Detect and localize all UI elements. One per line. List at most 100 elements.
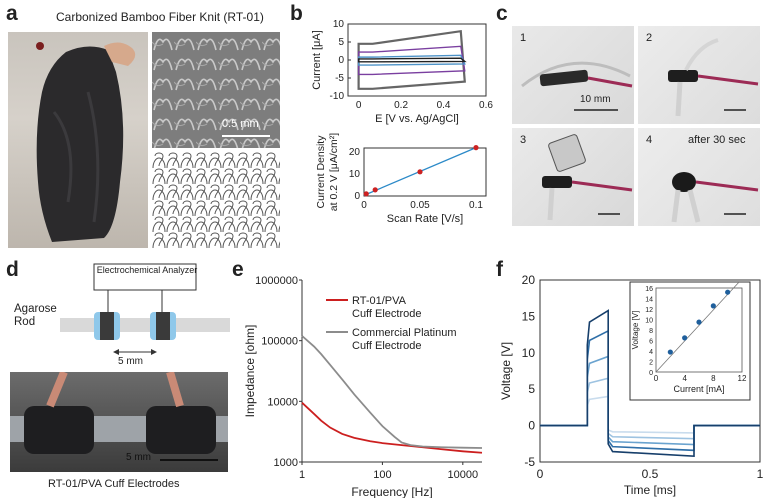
cv-ytick: 0: [338, 55, 344, 66]
imp-ytick: 1000: [274, 457, 298, 469]
scan-plot-frame: [363, 147, 487, 197]
imp-xlabel: Frequency [Hz]: [351, 485, 432, 498]
photo-step-2: 2: [638, 26, 760, 124]
step2-illustration: [668, 38, 759, 117]
inset-xlabel: Current [mA]: [673, 384, 724, 394]
cv-loop-2: [357, 54, 466, 66]
inset-ytick: 12: [645, 307, 653, 314]
volt-xlabel: Time [ms]: [624, 483, 676, 497]
imp-xtick: 100: [373, 469, 391, 481]
panel-d-caption: RT-01/PVA Cuff Electrodes: [48, 478, 180, 490]
inset-point: [696, 319, 702, 325]
step1-scale-label: 10 mm: [580, 94, 611, 105]
scan-ylabel-line1: Current Density: [315, 135, 327, 209]
cuff-photo: 5 mm: [10, 372, 228, 472]
scan-xtick: 0.05: [410, 200, 430, 211]
scan-ytick: 0: [354, 191, 360, 202]
agarose-rod-label: Agarose Rod: [14, 303, 57, 328]
scan-ylabel-line2: at 0.2 V [μA/cm²]: [328, 133, 340, 211]
knit-loops: [152, 152, 280, 248]
scan-xlabel: Scan Rate [V/s]: [387, 213, 463, 225]
imp-legend-label-0: RT-01/PVA: [352, 295, 407, 307]
step3-illustration: [542, 134, 633, 221]
scan-point: [363, 191, 369, 197]
scan-xtick: 0.1: [469, 200, 483, 211]
scan-point: [417, 169, 423, 175]
gap-label: 5 mm: [118, 356, 143, 367]
volt-plot-frame: [539, 279, 761, 463]
inset-ytick: 14: [645, 297, 653, 304]
imp-ytick: 100000: [261, 336, 298, 348]
panel-letter-a: a: [6, 2, 18, 25]
imp-series-line-1: [301, 335, 483, 449]
volt-pulse-0: [540, 395, 760, 434]
imp-legend-label-1: Commercial Platinum: [352, 327, 457, 339]
step1-illustration: [521, 61, 633, 111]
imp-xtick: 10000: [448, 469, 479, 481]
inset-ytick: 2: [649, 360, 653, 367]
panel-letter-f: f: [496, 258, 503, 281]
photo-scale-label: 5 mm: [126, 452, 151, 463]
inset-ytick: 10: [645, 318, 653, 325]
cv-xtick: 0.6: [479, 100, 493, 111]
cv-loop-3: [357, 57, 467, 63]
inset-point: [725, 289, 731, 295]
knit-diagram: [152, 152, 280, 248]
cv-xtick: 0.2: [394, 100, 408, 111]
inset-point: [682, 335, 688, 341]
step4-illustration: [671, 172, 759, 223]
panel-a-title: Carbonized Bamboo Fiber Knit (RT-01): [56, 10, 264, 24]
impedance-chart: 1000 10000 100000 1000000 1 100 10000 Frequency…: [243, 275, 483, 498]
imp-ytick: 1000000: [255, 275, 298, 287]
scan-ytick: 20: [349, 147, 361, 158]
fabric-illustration: [36, 42, 136, 242]
cv-loop-0: [357, 29, 466, 90]
photo-step-4: 4 after 30 sec: [638, 128, 760, 226]
cv-chart: -10 -5 0 5 10 0 0.2 0.4 0.6 E [V vs. Ag/AgCl] Curr…: [311, 20, 493, 125]
step4-number: 4: [646, 134, 653, 146]
sem-texture: [152, 32, 280, 148]
analyzer-box: [93, 263, 197, 291]
scan-point: [372, 187, 378, 193]
panel-letter-b: b: [290, 2, 303, 25]
analyzer-label: Electrochemical Analyzer: [96, 265, 198, 275]
panel-letter-c: c: [496, 2, 508, 25]
cv-ylabel: Current [μA]: [311, 30, 323, 90]
cv-loop-1: [357, 45, 466, 76]
inset-point: [667, 349, 673, 355]
cv-ytick: 10: [333, 20, 345, 30]
volt-ylabel: Voltage [V]: [499, 342, 513, 400]
imp-series-line-0: [301, 402, 483, 454]
inset-fit-line: [655, 282, 739, 373]
cv-ytick: -5: [335, 73, 344, 84]
inset-ytick: 0: [649, 370, 653, 377]
imp-ylabel: Impedance [ohm]: [243, 325, 257, 418]
volt-xtick: 1: [757, 467, 764, 481]
inset-frame: [629, 281, 751, 401]
volt-ytick: 15: [522, 309, 536, 323]
step2-number: 2: [646, 32, 653, 44]
cuff-photo-illustration: [10, 372, 228, 461]
scan-ytick: 10: [349, 169, 361, 180]
inset-ytick: 6: [649, 339, 653, 346]
cv-ytick: 5: [338, 37, 344, 48]
inset-xtick: 4: [682, 374, 687, 383]
inset-ylabel: Voltage [V]: [631, 311, 640, 350]
inset-point: [710, 303, 716, 309]
volt-ytick: 0: [528, 419, 535, 433]
fabric-photo: [8, 32, 148, 248]
step3-number: 3: [520, 134, 527, 146]
inset-xtick: 0: [654, 374, 659, 383]
imp-xtick: 1: [299, 469, 305, 481]
cv-xlabel: E [V vs. Ag/AgCl]: [375, 113, 459, 125]
scan-point: [473, 145, 479, 151]
panel-letter-d: d: [6, 258, 19, 281]
agarose-rod: [60, 318, 230, 332]
cv-xtick: 0: [356, 100, 362, 111]
photo-step-3: 3: [512, 128, 634, 226]
imp-legend-label-0-cont: Cuff Electrode: [352, 308, 422, 320]
volt-pulse-4: [540, 309, 760, 458]
setup-schematic: [60, 263, 230, 355]
cv-ytick: -10: [330, 91, 345, 102]
